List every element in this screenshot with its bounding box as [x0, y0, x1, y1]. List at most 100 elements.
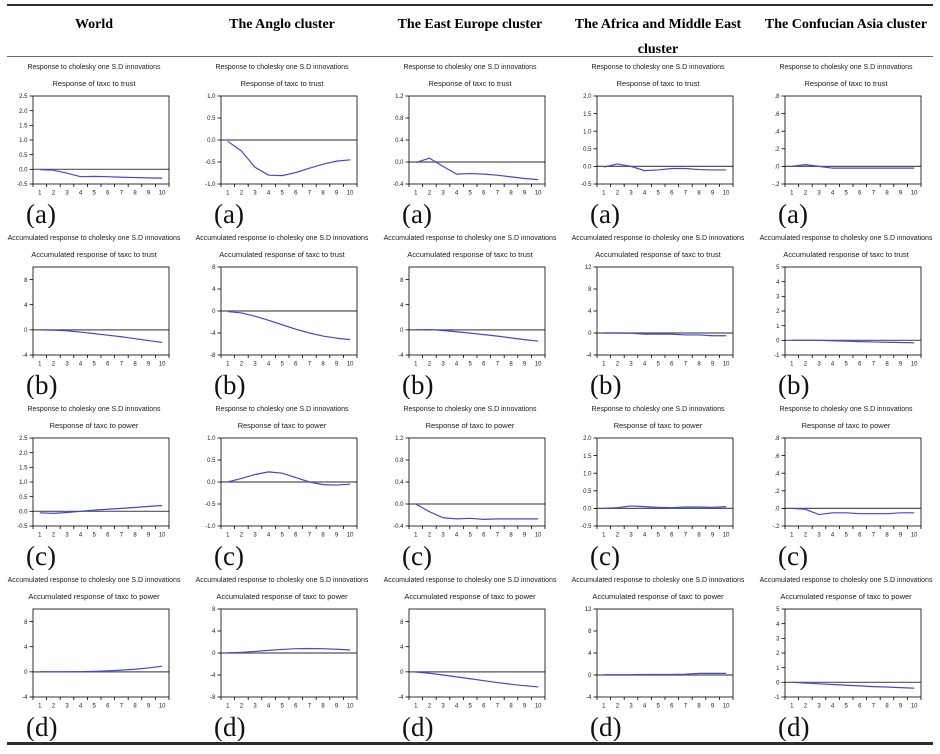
panel-label: (a) — [402, 199, 432, 228]
y-tick-label: 0 — [400, 670, 404, 676]
chart-top-title: Accumulated response to cholesky one S.D… — [759, 577, 933, 584]
chart-subtitle: Response of taxc to trust — [52, 79, 136, 88]
x-tick-label: 4 — [79, 704, 83, 710]
y-tick-label: 0.5 — [207, 458, 216, 464]
y-tick-label: .0 — [774, 165, 780, 171]
irf-line-chart: 8 4 0 -4 1 2 3 4 5 6 7 8 9 10 — [398, 608, 546, 710]
response-line — [603, 505, 727, 509]
x-tick-label: 7 — [308, 191, 312, 197]
y-tick-label: .8 — [774, 94, 780, 100]
panel-label: (d) — [26, 712, 58, 741]
y-tick-label: -0.5 — [205, 160, 216, 166]
x-tick-label: 8 — [133, 704, 137, 710]
y-tick-label: 0.0 — [395, 160, 404, 166]
chart-cell: Accumulated response to cholesky one S.D… — [752, 228, 940, 399]
chart-cell: Accumulated response to cholesky one S.D… — [188, 228, 376, 399]
y-tick-label: -4 — [210, 673, 216, 679]
x-tick-label: 10 — [723, 362, 730, 368]
x-tick-label: 9 — [335, 191, 339, 197]
y-tick-label: -8 — [210, 695, 216, 701]
chart-cell: Response to cholesky one S.D innovations… — [0, 57, 188, 228]
irf-line-chart: 2.5 2.0 1.5 1.0 0.5 0.0 -0.5 1 2 3 4 5 6 7 8 9 10 — [17, 436, 170, 539]
irf-line-chart: 1.0 0.5 0.0 -0.5 -1.0 1 2 3 4 5 6 7 8 9 10 — [205, 94, 358, 197]
x-tick-label: 9 — [147, 533, 151, 539]
plot-box — [408, 608, 546, 698]
y-tick-label: 8 — [588, 629, 592, 635]
x-tick-label: 10 — [535, 704, 542, 710]
x-tick-label: 5 — [93, 362, 97, 368]
irf-line-chart: 1.2 0.8 0.4 0.0 -0.4 1 2 3 4 5 6 7 8 9 10 — [393, 436, 546, 539]
y-tick-label: -1 — [774, 695, 780, 701]
chart-top-title: Accumulated response to cholesky one S.D… — [759, 235, 933, 242]
x-tick-label: 2 — [616, 704, 620, 710]
x-tick-label: 10 — [347, 704, 354, 710]
y-tick-label: -4 — [22, 695, 28, 701]
chart-top-title: Response to cholesky one S.D innovations — [779, 64, 913, 71]
x-tick-label: 10 — [535, 533, 542, 539]
y-tick-label: 4 — [212, 629, 216, 635]
x-tick-label: 6 — [294, 533, 298, 539]
x-tick-label: 4 — [831, 533, 835, 539]
y-tick-label: 0 — [212, 309, 216, 315]
x-tick-label: 3 — [65, 362, 69, 368]
chart-top-title: Accumulated response to cholesky one S.D… — [571, 577, 745, 584]
x-tick-label: 1 — [602, 191, 606, 197]
y-tick-label: 0 — [24, 670, 28, 676]
x-tick-label: 5 — [845, 191, 849, 197]
x-tick-label: 7 — [308, 704, 312, 710]
x-tick-label: 8 — [885, 704, 889, 710]
x-tick-label: 3 — [817, 362, 821, 368]
x-tick-label: 8 — [509, 533, 513, 539]
x-tick-label: 6 — [670, 704, 674, 710]
chart-subtitle: Accumulated response of taxc to trust — [595, 250, 721, 259]
y-tick-label: 4 — [588, 651, 592, 657]
x-tick-label: 1 — [226, 533, 230, 539]
response-line — [791, 507, 915, 516]
x-tick-label: 6 — [670, 533, 674, 539]
y-tick-label: -1.0 — [205, 182, 216, 188]
x-tick-label: 2 — [428, 704, 432, 710]
x-tick-label: 7 — [872, 704, 876, 710]
chart-cell: Accumulated response to cholesky one S.D… — [188, 570, 376, 741]
y-tick-label: -0.4 — [393, 524, 404, 530]
x-tick-label: 6 — [482, 533, 486, 539]
chart-top-title: Accumulated response to cholesky one S.D… — [571, 235, 745, 242]
response-line — [603, 672, 727, 676]
x-tick-label: 7 — [496, 704, 500, 710]
chart-cell: Accumulated response to cholesky one S.D… — [0, 228, 188, 399]
x-tick-label: 3 — [441, 191, 445, 197]
chart-top-title: Response to cholesky one S.D innovations — [215, 64, 349, 71]
y-tick-label: -4 — [22, 353, 28, 359]
y-tick-label: -0.5 — [581, 524, 592, 530]
column-headers: World The Anglo cluster The East Europe cl… — [0, 6, 940, 57]
panel-label: (c) — [590, 541, 620, 570]
bottom-border-line — [7, 742, 933, 745]
y-tick-label: 4 — [212, 287, 216, 293]
y-tick-label: 2.0 — [583, 94, 592, 100]
x-tick-label: 7 — [872, 362, 876, 368]
plot-box — [596, 95, 734, 185]
column-header: The Confucian Asia cluster — [764, 17, 928, 32]
x-tick-label: 2 — [616, 533, 620, 539]
y-tick-label: 4 — [24, 645, 28, 651]
chart-subtitle: Response of taxc to power — [237, 421, 327, 430]
x-tick-label: 8 — [885, 533, 889, 539]
chart-subtitle: Response of taxc to power — [613, 421, 703, 430]
x-tick-label: 7 — [496, 533, 500, 539]
x-tick-label: 5 — [93, 704, 97, 710]
chart-top-title: Accumulated response to cholesky one S.D… — [7, 577, 181, 584]
response-line — [227, 471, 351, 486]
x-tick-label: 4 — [267, 362, 271, 368]
x-tick-label: 4 — [267, 191, 271, 197]
chart-cell: Response to cholesky one S.D innovations… — [752, 57, 940, 228]
y-tick-label: 0 — [400, 328, 404, 334]
chart-cell: Accumulated response to cholesky one S.D… — [564, 570, 752, 741]
x-tick-label: 4 — [455, 191, 459, 197]
y-tick-label: 8 — [212, 265, 216, 271]
chart-cell: Response to cholesky one S.D innovations… — [564, 399, 752, 570]
x-tick-label: 1 — [226, 362, 230, 368]
x-tick-label: 5 — [93, 533, 97, 539]
chart-cell: Response to cholesky one S.D innovations… — [564, 57, 752, 228]
x-tick-label: 5 — [281, 191, 285, 197]
response-line — [227, 647, 351, 654]
